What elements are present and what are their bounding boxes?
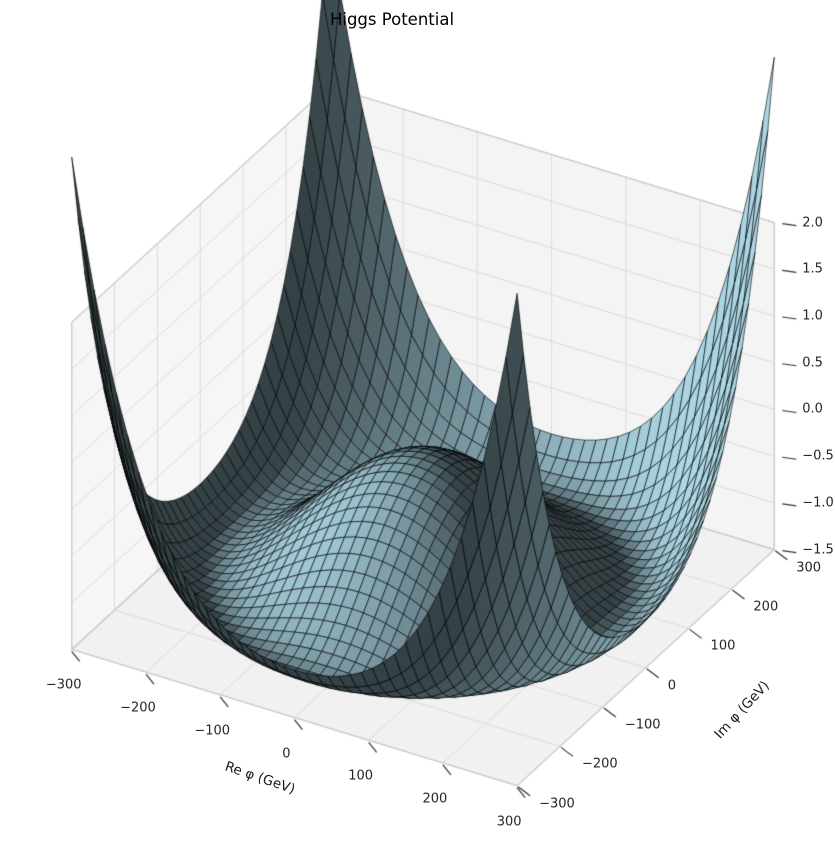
surface-plot-canvas xyxy=(0,0,835,849)
higgs-potential-figure: Higgs Potential Re φ (GeV) Im φ (GeV) −3… xyxy=(0,0,835,849)
